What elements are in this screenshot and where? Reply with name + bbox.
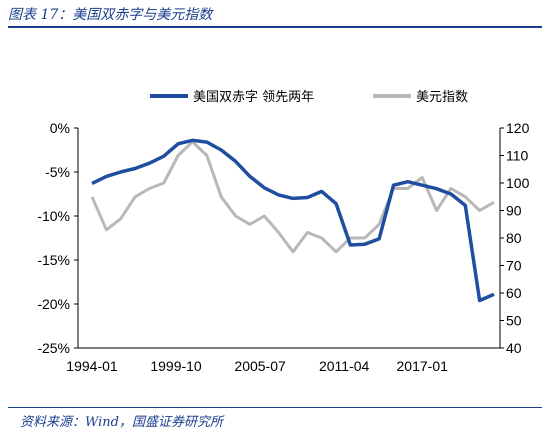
right-tick-label: 80 <box>506 230 522 246</box>
legend-label-deficit: 美国双赤字 领先两年 <box>193 90 314 105</box>
plot-area: 0% -5% -10% -15% -20% -25% 120 110 100 90 80 70 60 50… <box>37 120 529 374</box>
title-rule <box>8 26 542 28</box>
left-tick-label: 0% <box>50 120 70 136</box>
right-tick-label: 60 <box>506 285 522 301</box>
right-tick-label: 120 <box>506 120 530 136</box>
x-tick-label: 2005-07 <box>234 358 286 374</box>
left-tick-label: -25% <box>37 340 70 356</box>
legend-label-dxy: 美元指数 <box>416 90 468 105</box>
x-tick-label: 2011-04 <box>319 358 370 374</box>
series-line-deficit <box>91 138 495 303</box>
left-tick-label: -5% <box>45 164 70 180</box>
left-tick-label: -20% <box>37 296 70 312</box>
source-rule <box>8 407 542 408</box>
x-tick-label: 1999-10 <box>150 358 202 374</box>
left-tick-label: -15% <box>37 252 70 268</box>
right-tick-label: 40 <box>506 340 522 356</box>
right-tick-label: 70 <box>506 258 522 274</box>
chart-legend: 美国双赤字 领先两年 美元指数 <box>150 90 468 105</box>
x-tick-label: 2017-01 <box>397 358 449 374</box>
figure-title: 图表 17：美国双赤字与美元指数 <box>8 7 213 23</box>
right-tick-label: 90 <box>506 203 522 219</box>
series-line-dxy <box>90 140 495 254</box>
right-tick-label: 50 <box>506 313 522 329</box>
right-tick-label: 110 <box>506 148 529 164</box>
left-tick-label: -10% <box>37 208 70 224</box>
figure-source: 资料来源：Wind，国盛证券研究所 <box>20 415 223 430</box>
x-tick-label: 1994-01 <box>66 358 118 374</box>
right-tick-label: 100 <box>506 175 530 191</box>
